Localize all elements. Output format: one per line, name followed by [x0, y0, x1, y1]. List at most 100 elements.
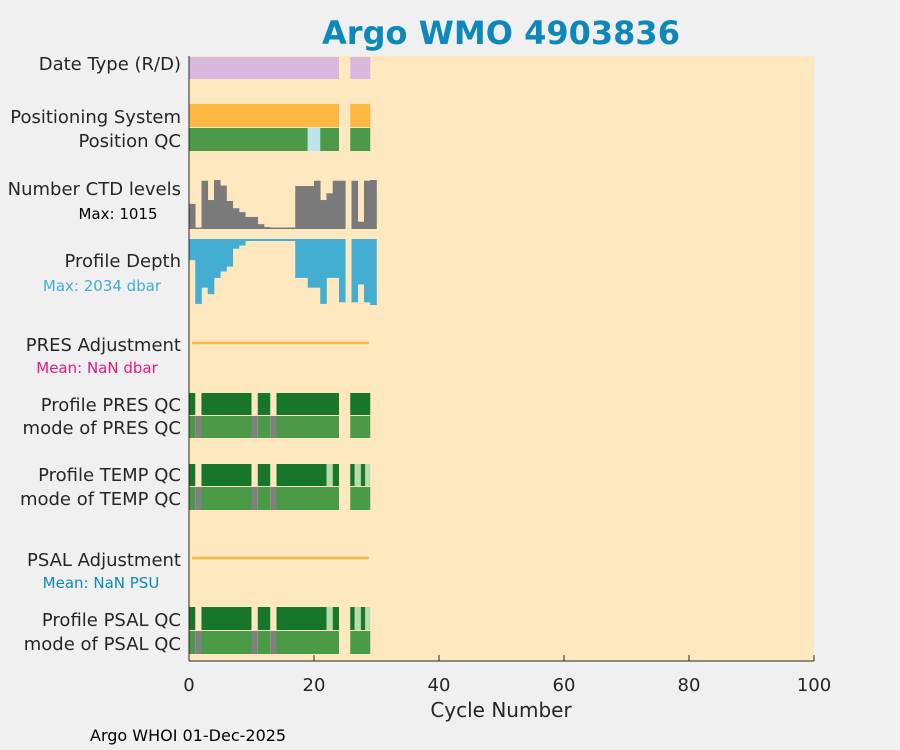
- ctd-level-bar: [239, 212, 246, 229]
- footer-credit: Argo WHOI 01-Dec-2025: [90, 726, 286, 745]
- mode-pres-qc-segment: [270, 416, 277, 438]
- mode-pres-qc-segment: [251, 416, 258, 438]
- mode-pres-qc-segment: [189, 416, 196, 438]
- date-type-segment: [350, 57, 371, 79]
- mode-psal-qc-segment: [195, 631, 202, 654]
- mode-temp-qc-segment: [195, 487, 202, 510]
- row-labels: Date Type (R/D) Positioning System Posit…: [8, 54, 181, 655]
- profile-pres-qc-segment: [350, 393, 371, 415]
- ctd-level-bar: [307, 186, 315, 229]
- mode-psal-qc-segment: [257, 631, 271, 654]
- profile-temp-qc-segment: [332, 464, 339, 486]
- ctd-level-bar: [189, 203, 196, 229]
- row-sublabels: Max: 1015 Max: 2034 dbar Mean: NaN dbar …: [36, 205, 162, 592]
- profile-depth-bar: [289, 239, 296, 241]
- profile-depth-bar: [214, 239, 221, 278]
- profile-temp-qc-segment: [326, 464, 333, 486]
- profile-psal-qc-segment: [350, 607, 355, 630]
- profile-depth-bar: [220, 239, 227, 272]
- ctd-level-bar: [195, 227, 202, 229]
- mode-psal-qc-segment: [251, 631, 258, 654]
- mode-pres-qc-segment: [276, 416, 339, 438]
- profile-psal-qc-segment: [326, 607, 333, 630]
- profile-depth-bar: [351, 239, 359, 303]
- mode-temp-qc-segment: [257, 487, 271, 510]
- ctd-level-bar: [370, 180, 377, 229]
- x-tick-label: 80: [678, 675, 701, 696]
- mode-temp-qc-segment: [270, 487, 277, 510]
- profile-depth-bar: [301, 239, 309, 278]
- mode-temp-qc-segment: [276, 487, 339, 510]
- profile-depth-bar: [282, 239, 290, 241]
- profile-psal-qc-segment: [360, 607, 366, 630]
- ctd-level-bar: [320, 200, 327, 229]
- ctd-level-bar: [214, 180, 221, 229]
- mode-pres-qc-segment: [201, 416, 252, 438]
- profile-depth-bar: [364, 239, 371, 303]
- profile-psal-qc-segment: [354, 607, 361, 630]
- ctd-level-bar: [270, 227, 277, 229]
- x-tick-label: 60: [553, 675, 576, 696]
- mode-psal-qc-segment: [189, 631, 196, 654]
- label-profile-temp-qc: Profile TEMP QC: [38, 465, 181, 486]
- ctd-level-bar: [282, 227, 290, 229]
- mode-pres-qc-segment: [195, 416, 202, 438]
- label-pres-adjustment: PRES Adjustment: [26, 335, 181, 356]
- label-mode-psal-qc: mode of PSAL QC: [24, 634, 181, 655]
- profile-temp-qc-segment: [189, 464, 196, 486]
- profile-depth-bar: [320, 239, 327, 304]
- profile-depth-bar: [295, 239, 302, 278]
- ctd-level-bar: [332, 180, 340, 229]
- profile-temp-qc-segment: [365, 464, 371, 486]
- profile-pres-qc-segment: [201, 393, 252, 415]
- depth-max-label: Max: 2034 dbar: [43, 277, 162, 295]
- label-mode-temp-qc: mode of TEMP QC: [20, 489, 181, 510]
- psal-mean-label: Mean: NaN PSU: [43, 574, 160, 592]
- x-tick-label: 0: [183, 675, 194, 696]
- profile-depth-bar: [226, 239, 234, 267]
- profile-depth-bar: [201, 239, 209, 288]
- profile-depth-bar: [189, 239, 196, 261]
- mode-pres-qc-segment: [350, 416, 371, 438]
- mode-pres-qc-segment: [257, 416, 271, 438]
- ctd-level-bar: [326, 193, 334, 229]
- x-axis: 0 20 40 60 80 100: [183, 56, 831, 696]
- ctd-level-bar: [201, 180, 209, 229]
- profile-temp-qc-segment: [350, 464, 355, 486]
- positioning-system-segment: [350, 104, 371, 127]
- chart-title: Argo WMO 4903836: [322, 14, 680, 52]
- profile-depth-bar: [245, 239, 252, 241]
- plot-area: [189, 56, 814, 661]
- ctd-level-bar: [220, 185, 227, 229]
- profile-pres-qc-segment: [276, 393, 339, 415]
- label-profile-depth: Profile Depth: [64, 251, 181, 272]
- ctd-level-bar: [226, 201, 234, 229]
- profile-depth-bar: [276, 239, 284, 241]
- profile-depth-bar: [357, 239, 365, 285]
- profile-temp-qc-segment: [360, 464, 366, 486]
- profile-temp-qc-segment: [354, 464, 361, 486]
- x-tick-label: 100: [797, 675, 831, 696]
- profile-psal-qc-segment: [257, 607, 271, 630]
- profile-depth-bar: [270, 239, 277, 241]
- chart-marks: [189, 57, 377, 654]
- ctd-level-bar: [295, 186, 302, 229]
- profile-pres-qc-segment: [257, 393, 271, 415]
- profile-depth-bar: [332, 239, 340, 278]
- ctd-level-bar: [207, 200, 215, 229]
- profile-depth-bar: [326, 239, 334, 278]
- label-profile-pres-qc: Profile PRES QC: [41, 395, 181, 416]
- profile-depth-bar: [207, 239, 215, 295]
- profile-temp-qc-segment: [201, 464, 252, 486]
- profile-depth-bar: [195, 239, 202, 304]
- label-ctd-levels: Number CTD levels: [8, 179, 181, 200]
- pres-mean-label: Mean: NaN dbar: [36, 359, 158, 377]
- ctd-max-label: Max: 1015: [78, 205, 157, 223]
- ctd-level-bar: [301, 186, 309, 229]
- mode-psal-qc-segment: [350, 631, 371, 654]
- mode-psal-qc-segment: [201, 631, 252, 654]
- mode-temp-qc-segment: [201, 487, 252, 510]
- label-date-type: Date Type (R/D): [39, 54, 181, 75]
- date-type-segment: [189, 57, 339, 79]
